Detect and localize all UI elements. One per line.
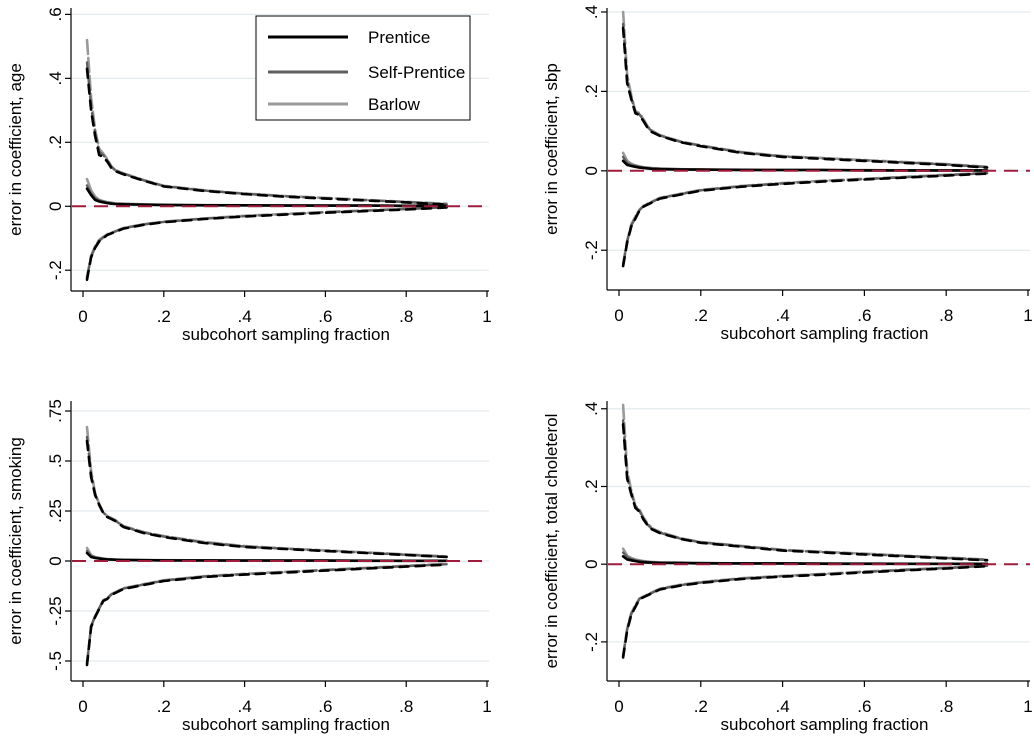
chart-panel-1: -.2 0 .2 .4 .6 0 .2 .4 .6 .8 1 subcohort sampling f… [6, 7, 492, 344]
y-axis-title: error in coefficient, sbp [542, 63, 561, 235]
y-tick-label: -.2 [582, 240, 601, 260]
x-tick-label: .6 [318, 697, 332, 716]
x-axis-title: subcohort sampling fraction [182, 325, 390, 344]
series-line-prentice-upper [621, 422, 989, 562]
y-axis-title: error in coefficient, age [6, 63, 25, 236]
x-axis-title: subcohort sampling fraction [182, 715, 390, 734]
y-axis-title: error in coefficient, total choleterol [542, 414, 561, 669]
y-tick-label: .25 [46, 499, 65, 523]
x-tick-label: .6 [857, 697, 871, 716]
y-tick-label: .75 [46, 399, 65, 423]
x-tick-label: .8 [399, 697, 413, 716]
x-tick-label: 1 [482, 307, 491, 326]
x-tick-label: .8 [939, 697, 953, 716]
x-tick-label: 1 [1023, 697, 1032, 716]
legend-label-barlow: Barlow [368, 95, 421, 114]
x-tick-label: .6 [857, 306, 871, 325]
series-line-prentice-lower [621, 172, 989, 268]
y-tick-label: .2 [582, 84, 601, 98]
x-tick-label: 0 [614, 306, 623, 325]
x-tick-label: 0 [614, 697, 623, 716]
chart-panel-2: -.2 0 .2 .4 0 .2 .4 .6 .8 1 subcohort sampling fra… [542, 5, 1033, 343]
chart-panels: -.2 0 .2 .4 .6 0 .2 .4 .6 .8 1 subcohort sampling f… [6, 5, 1033, 734]
series-line-prentice-mean [621, 555, 989, 566]
chart-panel-3: -.5 -.25 0 .25 .5 .75 0 .2 .4 .6 .8 1 subcohort samp… [6, 399, 492, 734]
series-line-prentice-upper [85, 67, 448, 206]
x-tick-label: .4 [776, 697, 790, 716]
y-tick-label: 0 [46, 556, 65, 565]
series-line-prentice-upper [85, 439, 448, 559]
y-tick-label: 0 [582, 166, 601, 175]
x-tick-label: .4 [238, 697, 252, 716]
y-tick-label: .6 [46, 7, 65, 21]
y-tick-label: .2 [582, 479, 601, 493]
x-tick-label: .4 [776, 306, 790, 325]
series-line-prentice-lower [85, 206, 448, 282]
y-tick-label: -.5 [46, 651, 65, 671]
y-tick-label: 0 [46, 202, 65, 211]
x-tick-label: .8 [939, 306, 953, 325]
x-tick-label: .6 [318, 307, 332, 326]
x-tick-label: 1 [482, 697, 491, 716]
x-tick-label: 1 [1023, 306, 1032, 325]
y-tick-label: -.25 [46, 596, 65, 625]
y-tick-label: .4 [582, 402, 601, 416]
y-tick-label: -.2 [582, 632, 601, 652]
x-tick-label: .2 [694, 306, 708, 325]
y-tick-label: .4 [582, 5, 601, 19]
x-axis-title: subcohort sampling fraction [721, 324, 929, 343]
x-tick-label: .2 [694, 697, 708, 716]
y-axis-title: error in coefficient, smoking [6, 437, 25, 645]
x-tick-label: .4 [238, 307, 252, 326]
y-tick-label: .2 [46, 135, 65, 149]
series-line-prentice-mean [85, 551, 448, 563]
chart-panel-4: -.2 0 .2 .4 0 .2 .4 .6 .8 1 subcohort sampling fra… [542, 401, 1033, 734]
series-line-prentice-mean [85, 187, 448, 208]
x-tick-label: .8 [399, 307, 413, 326]
legend: Prentice Self-Prentice Barlow [255, 15, 471, 121]
x-axis-title: subcohort sampling fraction [721, 715, 929, 734]
series-line-prentice-upper [621, 26, 989, 169]
x-tick-label: .2 [157, 307, 171, 326]
x-tick-label: 0 [78, 697, 87, 716]
x-tick-label: 0 [78, 307, 87, 326]
y-tick-label: -.2 [46, 260, 65, 280]
y-tick-label: 0 [582, 559, 601, 568]
legend-label-prentice: Prentice [368, 28, 430, 47]
series-line-prentice-lower [85, 563, 448, 667]
y-tick-label: .5 [46, 454, 65, 468]
y-tick-label: .4 [46, 71, 65, 85]
x-tick-label: .2 [157, 697, 171, 716]
legend-label-self-prentice: Self-Prentice [368, 63, 465, 82]
series-line-prentice-mean [621, 159, 989, 172]
series-line-prentice-lower [621, 564, 989, 659]
